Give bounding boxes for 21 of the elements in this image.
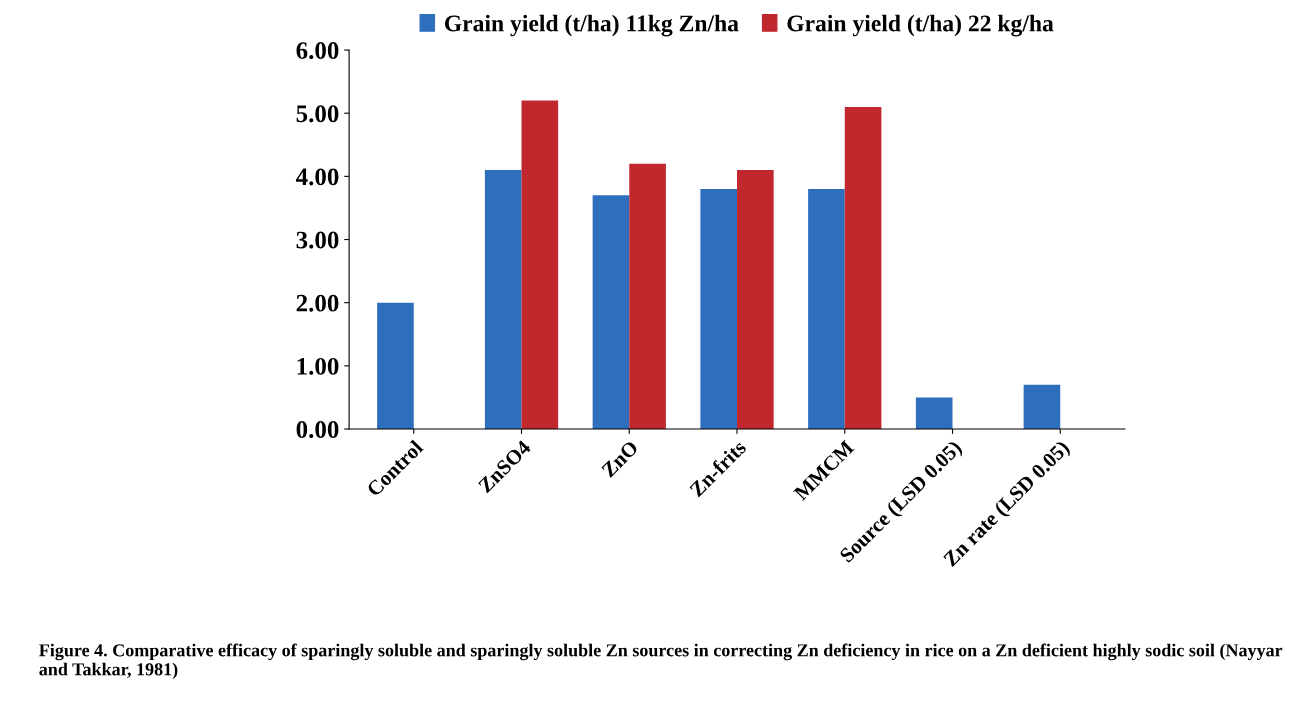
legend-label: Grain yield (t/ha) 11kg Zn/ha [444, 14, 739, 37]
bar [737, 170, 774, 429]
y-tick-label: 5.00 [296, 105, 339, 123]
y-tick-label: 3.00 [296, 231, 339, 249]
bar [521, 100, 559, 429]
bar [592, 195, 630, 429]
bar [915, 397, 953, 429]
legend-label: Grain yield (t/ha) 22 kg/ha [787, 14, 1054, 37]
bar [844, 106, 882, 429]
bar [629, 163, 666, 429]
caption: Figure 4. Comparative efficacy of sparingly soluble and sparingly soluble Zn sources in correcting Zn deficiency in rice on a Zn deficient highly sodic soil (Nayyar and Takkar, 1981) [39, 643, 1283, 680]
bar [377, 302, 414, 429]
y-tick-label: 1.00 [297, 357, 339, 375]
bar [1023, 384, 1061, 429]
y-tick-label: 4.00 [295, 168, 339, 186]
bar [700, 189, 738, 429]
bar [484, 170, 522, 429]
y-tick-label: 6.00 [296, 42, 339, 60]
y-tick-label: 2.00 [296, 294, 339, 312]
y-tick-label: 0.00 [296, 421, 339, 439]
bar [808, 189, 845, 429]
